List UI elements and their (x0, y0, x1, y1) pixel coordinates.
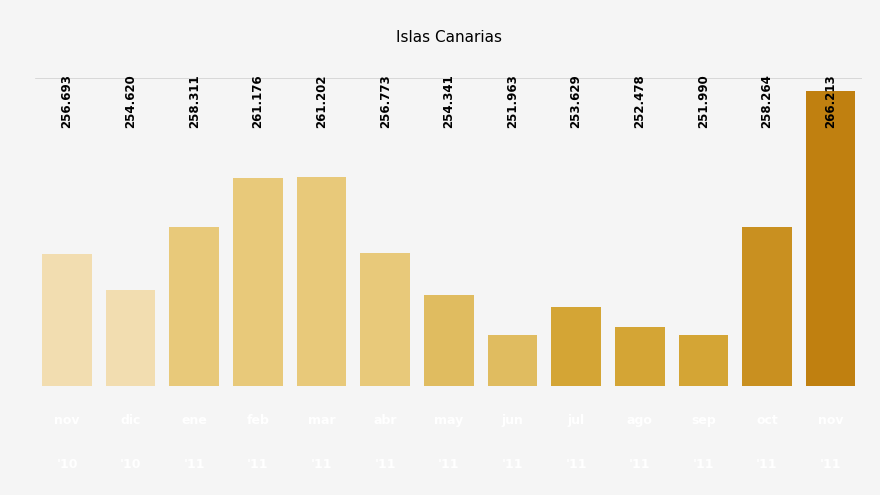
Bar (615, 327, 664, 495)
Text: jun: jun (502, 414, 524, 428)
Bar (297, 177, 347, 495)
Text: nov: nov (55, 414, 80, 428)
Text: dic: dic (121, 414, 141, 428)
Bar (233, 178, 282, 495)
Text: '11: '11 (693, 458, 714, 471)
Bar (806, 92, 855, 495)
Text: '11: '11 (438, 458, 459, 471)
Text: Islas Canarias: Islas Canarias (396, 30, 502, 45)
Text: '11: '11 (374, 458, 396, 471)
Text: abr: abr (373, 414, 397, 428)
Text: may: may (434, 414, 464, 428)
Bar (42, 254, 92, 495)
Text: sep: sep (691, 414, 715, 428)
Text: 258.264: 258.264 (760, 74, 774, 128)
Text: jul: jul (568, 414, 584, 428)
Text: '11: '11 (756, 458, 778, 471)
Text: 251.990: 251.990 (697, 74, 710, 128)
Text: '11: '11 (565, 458, 587, 471)
Text: 251.963: 251.963 (506, 74, 519, 128)
Text: mar: mar (308, 414, 335, 428)
Text: '10: '10 (56, 458, 77, 471)
Text: 256.693: 256.693 (61, 74, 74, 128)
Bar (742, 228, 792, 495)
Text: 254.341: 254.341 (443, 74, 455, 128)
Bar (106, 290, 156, 495)
Text: 261.176: 261.176 (252, 74, 264, 128)
Text: ago: ago (627, 414, 653, 428)
Text: 256.773: 256.773 (378, 74, 392, 128)
Text: feb: feb (246, 414, 269, 428)
Text: nov: nov (818, 414, 843, 428)
Text: 258.311: 258.311 (187, 74, 201, 128)
Text: '11: '11 (247, 458, 268, 471)
Bar (170, 227, 219, 495)
Text: ene: ene (181, 414, 207, 428)
Text: 266.213: 266.213 (824, 74, 837, 128)
Bar (424, 295, 473, 495)
Bar (551, 307, 601, 495)
Text: oct: oct (756, 414, 778, 428)
Text: '11: '11 (311, 458, 333, 471)
Bar (488, 335, 538, 495)
Text: '11: '11 (820, 458, 841, 471)
Text: '11: '11 (629, 458, 650, 471)
Text: 253.629: 253.629 (569, 74, 583, 128)
Text: '10: '10 (120, 458, 142, 471)
Bar (360, 253, 410, 495)
Text: 261.202: 261.202 (315, 74, 328, 128)
Bar (678, 335, 728, 495)
Text: 252.478: 252.478 (634, 74, 646, 128)
Text: '11: '11 (184, 458, 205, 471)
Text: '11: '11 (502, 458, 524, 471)
Text: 254.620: 254.620 (124, 74, 137, 128)
